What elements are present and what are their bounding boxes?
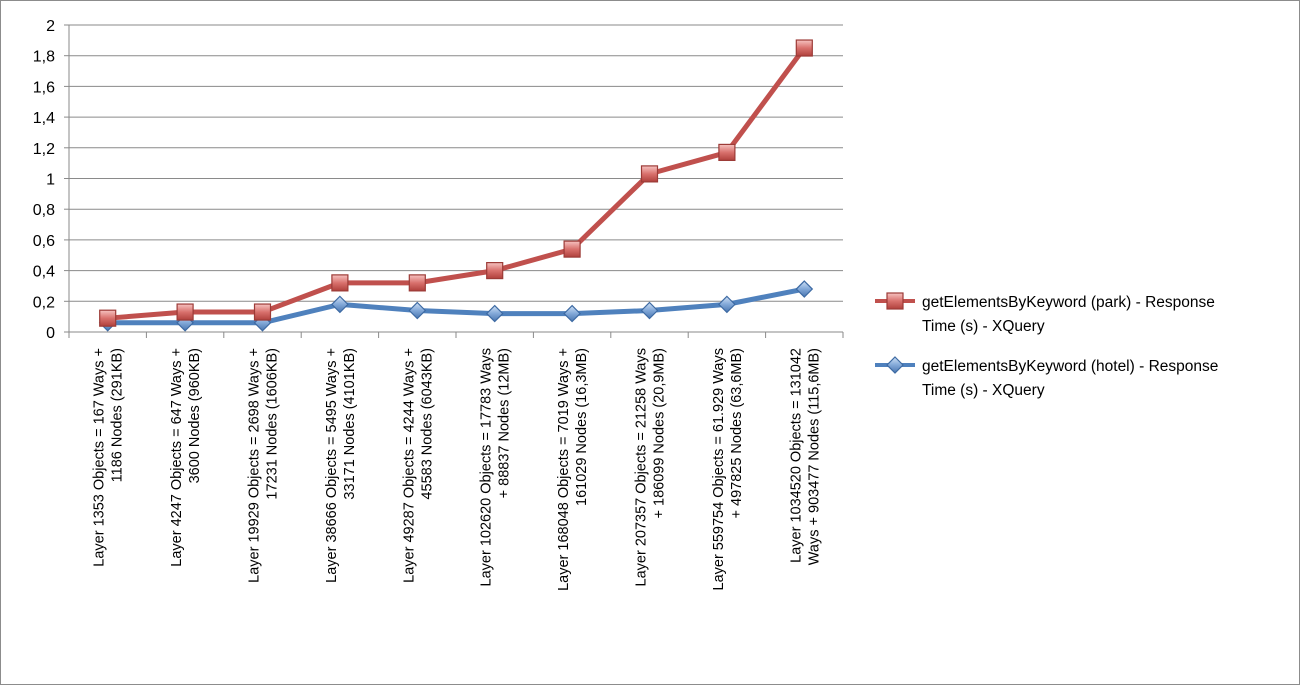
x-tick-label-line: Layer 559754 Objects = 61.929 Ways [711,348,727,591]
x-tick-label: Layer 1034520 Objects = 131042 Ways + 903… [788,348,822,565]
x-tick-label: Layer 168048 Objects = 7019 Ways +161029… [556,348,590,591]
x-tick-label-line: + 186099 Nodes (20,9MB) [652,348,668,518]
series-point [485,304,504,323]
series-point [408,274,426,292]
x-tick-label-line: + 497825 Nodes (63,6MB) [729,348,745,518]
y-tick-label: 0,2 [33,294,55,311]
x-tick-label-line: Layer 1353 Objects = 167 Ways + [92,348,108,567]
series-point [795,280,814,298]
series-point [886,356,904,374]
x-tick-label-line: Layer 168048 Objects = 7019 Ways + [556,348,572,591]
series-point [718,143,736,162]
x-tick-labels: Layer 1353 Objects = 167 Ways +1186 Node… [92,348,823,591]
x-tick-label: Layer 207357 Objects = 21258 Ways + 18609… [634,348,668,586]
y-tick-label: 1,4 [33,110,55,127]
y-tick-label: 1,8 [33,49,55,66]
x-tick-label-line: 3600 Nodes (960KB) [187,348,203,483]
x-tick-label: Layer 38666 Objects = 5495 Ways +33171 N… [324,348,358,583]
x-tick-label: Layer 49287 Objects = 4244 Ways +45583 N… [401,348,435,583]
x-tick-label-line: Layer 49287 Objects = 4244 Ways + [401,348,417,583]
series-point [640,165,659,183]
legend-item-hotel: getElementsByKeyword (hotel) - Response T… [875,356,1218,399]
y-tick-label: 2 [46,18,55,35]
series-point [886,292,904,310]
y-tick-label: 0,4 [33,264,55,281]
x-tick-label-line: 161029 Nodes (16,3MB) [574,348,590,506]
gridlines [69,24,843,302]
series-point [408,301,427,320]
x-tick-label: Layer 559754 Objects = 61.929 Ways + 4978… [711,348,745,591]
series-point [253,303,272,321]
y-tick-label: 1,6 [33,79,55,96]
x-tick-label: Layer 1353 Objects = 167 Ways +1186 Node… [92,348,126,567]
legend-label: Time (s) - XQuery [922,318,1045,335]
x-tick-label-line: + 88837 Nodes (12MB) [497,348,513,498]
x-tick-label: Layer 102620 Objects = 17783 Ways + 88837… [479,348,513,586]
series-point [795,39,813,57]
y-tick-label: 0 [46,325,55,342]
y-tick-label: 1,2 [33,141,55,158]
legend-label: Time (s) - XQuery [922,382,1045,399]
series-point [331,295,349,314]
legend-label: getElementsByKeyword (park) - Response [922,294,1215,311]
series-point [563,240,581,258]
series-point [640,301,659,320]
series-line-park [105,45,807,321]
x-tick-label-line: Layer 4247 Objects = 647 Ways + [169,348,185,567]
y-tick-label: 0,8 [33,202,55,219]
x-tick-label-line: Layer 207357 Objects = 21258 Ways [634,348,650,586]
series-point [176,303,194,321]
series-point [486,262,504,280]
x-tick-label: Layer 19929 Objects = 2698 Ways +17231 N… [247,348,281,583]
legend: getElementsByKeyword (park) - Response Ti… [875,292,1218,399]
series-point [718,295,736,314]
x-tick-label-line: Layer 102620 Objects = 17783 Ways [479,348,495,586]
series-point [99,309,117,327]
x-tick-label-line: 45583 Nodes (6043KB) [419,348,435,500]
legend-item-park: getElementsByKeyword (park) - Response Ti… [875,292,1215,335]
x-tick-label-line: 17231 Nodes (1606KB) [265,348,281,500]
x-tick-label: Layer 4247 Objects = 647 Ways +3600 Node… [169,348,203,567]
x-tick-label-line: Ways + 903477 Nodes (115,6MB) [806,348,822,565]
x-tick-label-line: 33171 Nodes (4101KB) [342,348,358,500]
y-tick-labels: 0 0,2 0,4 0,6 0,8 1 1,2 1,4 1,6 1,8 2 [33,18,55,342]
x-tick-label-line: Layer 1034520 Objects = 131042 [788,348,804,563]
series-group [98,39,814,332]
series-point [331,274,349,292]
y-tick-label: 0,6 [33,233,55,250]
x-tick-label-line: Layer 19929 Objects = 2698 Ways + [247,348,263,583]
legend-label: getElementsByKeyword (hotel) - Response [922,358,1218,375]
x-tick-label-line: Layer 38666 Objects = 5495 Ways + [324,348,340,583]
axes [64,24,844,338]
x-tick-label-line: 1186 Nodes (291KB) [110,348,126,482]
series-line-hotel [105,286,807,326]
y-tick-label: 1 [46,172,55,189]
series-point [563,304,581,323]
